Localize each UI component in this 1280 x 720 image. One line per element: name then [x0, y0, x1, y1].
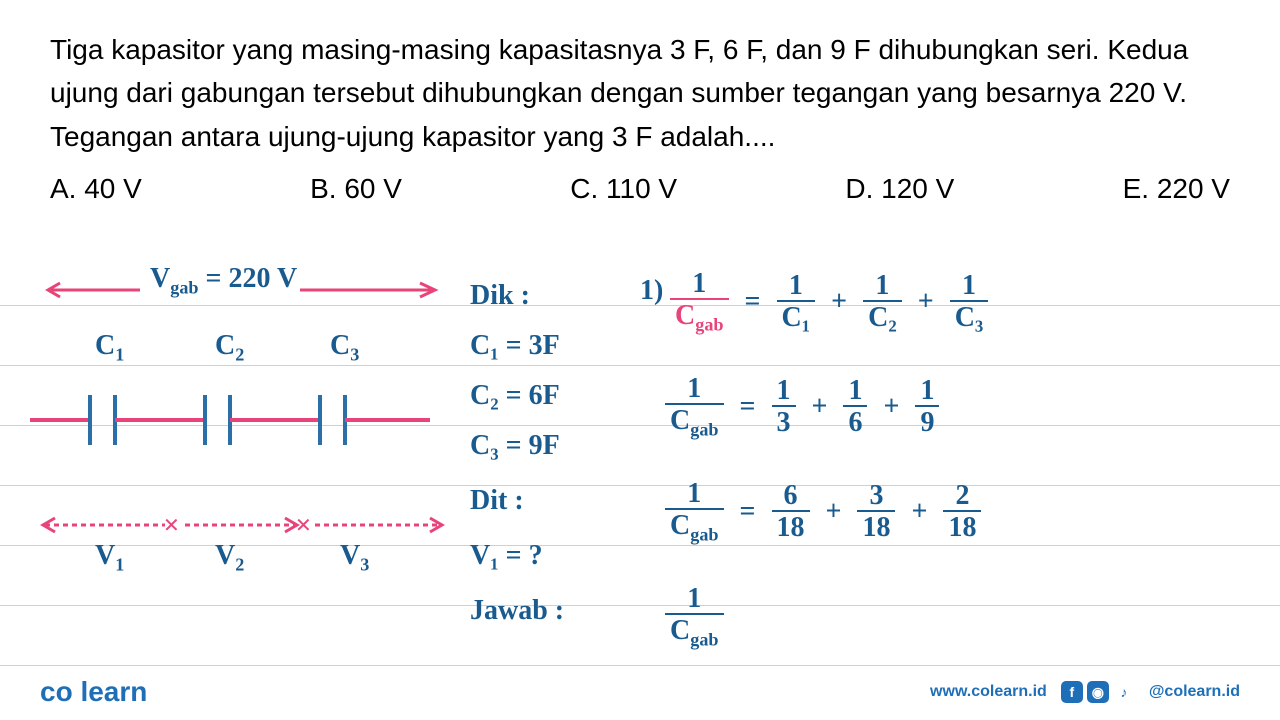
c1-label: C1 — [95, 330, 124, 366]
dit-v1: V₁ = ? — [470, 540, 543, 572]
option-b: B. 60 V — [310, 173, 402, 205]
tiktok-icon: ♪ — [1113, 681, 1135, 703]
given-c1: C₁ = 3F — [470, 330, 560, 362]
given-c3: C₃ = 9F — [470, 430, 560, 462]
calc-line-1: 1Cgab = 1C₁ + 1C₂ + 1C₃ — [670, 270, 988, 334]
vgab-label: Vgab = 220 V — [150, 263, 297, 299]
footer: co learn www.colearn.id f ◉ ♪ @colearn.i… — [0, 676, 1280, 708]
calc-line-3: 1Cgab = 618 + 318 + 218 — [665, 480, 981, 544]
social-icons: f ◉ ♪ — [1061, 681, 1135, 703]
option-d: D. 120 V — [845, 173, 954, 205]
v1-label: V1 — [95, 540, 124, 576]
calc-line-2: 1Cgab = 13 + 16 + 19 — [665, 375, 939, 439]
dik-label: Dik : — [470, 280, 530, 312]
voltage-arrows: ✕ ✕ — [35, 510, 455, 540]
step-1-label: 1) — [640, 275, 663, 307]
brand-logo: co learn — [40, 676, 147, 708]
svg-text:✕: ✕ — [295, 515, 312, 537]
option-c: C. 110 V — [570, 173, 677, 205]
instagram-icon: ◉ — [1087, 681, 1109, 703]
social-handle: @colearn.id — [1149, 683, 1240, 701]
question-text: Tiga kapasitor yang masing-masing kapasi… — [0, 0, 1280, 168]
given-c2: C₂ = 6F — [470, 380, 560, 412]
handwritten-work-area: Vgab = 220 V C1 C2 C3 ✕ ✕ V1 V2 — [0, 245, 1280, 675]
svg-text:✕: ✕ — [163, 515, 180, 537]
c2-label: C2 — [215, 330, 244, 366]
v2-label: V2 — [215, 540, 244, 576]
option-a: A. 40 V — [50, 173, 142, 205]
option-e: E. 220 V — [1123, 173, 1230, 205]
jawab-label: Jawab : — [470, 595, 564, 627]
facebook-icon: f — [1061, 681, 1083, 703]
footer-url: www.colearn.id — [930, 683, 1047, 701]
c3-label: C3 — [330, 330, 359, 366]
answer-options: A. 40 V B. 60 V C. 110 V D. 120 V E. 220… — [0, 168, 1280, 215]
calc-line-4: 1Cgab — [665, 585, 724, 649]
circuit-diagram — [30, 385, 450, 455]
dit-label: Dit : — [470, 485, 524, 517]
v3-label: V3 — [340, 540, 369, 576]
